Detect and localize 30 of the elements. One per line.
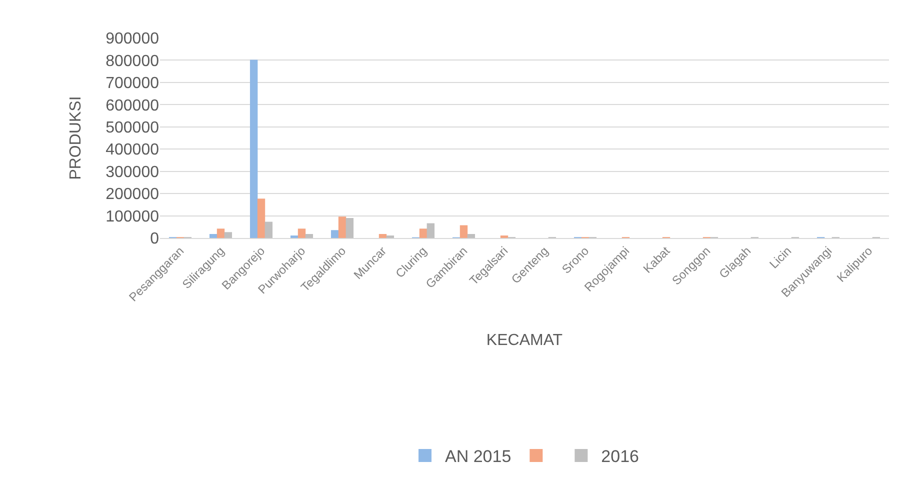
bar: [338, 216, 346, 238]
y-tick-label: 800000: [106, 52, 160, 70]
y-tick-label: 400000: [106, 142, 160, 159]
y-tick-label: 300000: [106, 164, 160, 181]
y-tick-label: 900000: [106, 30, 160, 48]
bar: [250, 60, 258, 238]
y-tick-label: 600000: [106, 97, 160, 114]
bar: [298, 228, 306, 238]
y-tick-label: 0: [150, 230, 160, 248]
bar: [209, 234, 218, 238]
bar: [426, 223, 435, 238]
y-axis-title: PRODUKSI: [68, 96, 85, 180]
bar: [346, 218, 354, 238]
bar: [378, 234, 387, 238]
bar: [224, 232, 232, 238]
bar: [257, 198, 266, 238]
y-tick-label: 500000: [106, 119, 160, 136]
bar: [305, 234, 314, 238]
bar: [419, 228, 428, 238]
legend-label: 2016: [601, 447, 639, 466]
bar: [467, 234, 476, 238]
y-tick-label: 200000: [106, 186, 160, 204]
bar: [460, 225, 468, 238]
legend-label: AN 2015: [445, 447, 512, 466]
y-tick-label: 700000: [106, 75, 160, 92]
bar: [330, 230, 339, 238]
bar: [264, 222, 273, 238]
bar: [216, 228, 225, 238]
y-tick-label: 100000: [106, 208, 160, 226]
x-axis-title: KECAMAT: [486, 332, 563, 349]
